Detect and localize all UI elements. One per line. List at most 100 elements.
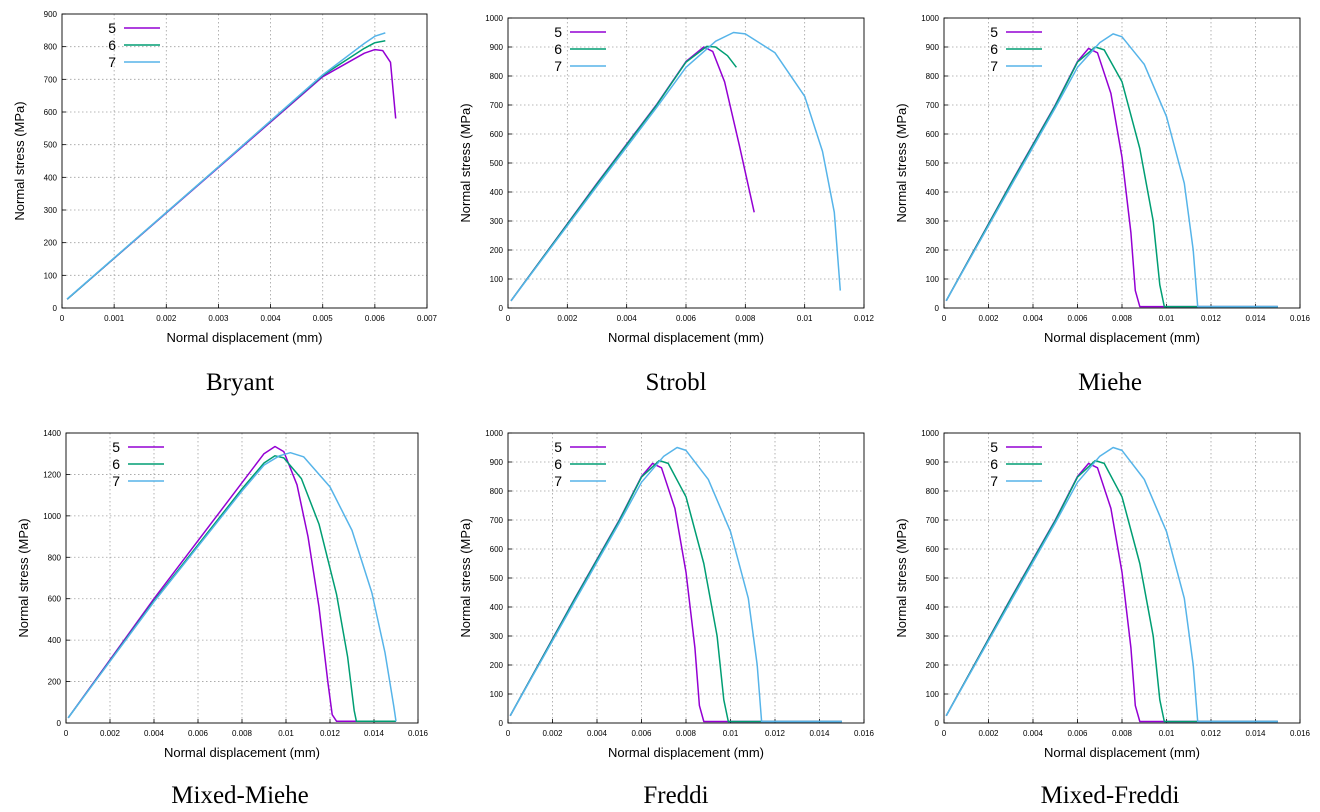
panel-caption: Mixed-Miehe [171, 782, 308, 809]
y-tick-label: 300 [926, 217, 940, 226]
x-tick-label: 0.008 [1112, 729, 1133, 738]
y-tick-label: 900 [926, 458, 940, 467]
y-tick-label: 0 [499, 304, 504, 313]
series-line-7 [945, 446, 1278, 723]
x-tick-label: 0.016 [854, 729, 875, 738]
plot-frame [61, 13, 428, 309]
x-tick-label: 0.01 [1159, 314, 1175, 323]
legend-label-7: 7 [990, 58, 998, 74]
y-tick-label: 600 [48, 595, 62, 604]
x-tick-label: 0.008 [1112, 314, 1133, 323]
x-tick-label: 0 [942, 314, 947, 323]
y-tick-label: 1000 [485, 14, 503, 23]
y-tick-label: 200 [926, 661, 940, 670]
x-tick-label: 0.012 [320, 729, 341, 738]
x-tick-label: 0 [942, 729, 947, 738]
y-tick-label: 700 [926, 101, 940, 110]
x-axis-label: Normal displacement (mm) [608, 330, 764, 345]
series-line-5 [509, 462, 842, 723]
legend-label-5: 5 [990, 439, 998, 455]
x-tick-label: 0.003 [208, 314, 229, 323]
y-tick-label: 400 [48, 636, 62, 645]
plot-frame [507, 432, 865, 724]
x-tick-label: 0.007 [417, 314, 438, 323]
x-tick-label: 0.016 [1290, 729, 1311, 738]
y-tick-label: 1400 [43, 429, 61, 438]
y-axis-label: Normal stress (MPa) [458, 518, 473, 637]
y-tick-label: 400 [44, 173, 58, 182]
series-line-5 [510, 46, 755, 302]
y-tick-label: 600 [926, 130, 940, 139]
x-tick-label: 0.01 [278, 729, 294, 738]
x-tick-label: 0 [506, 729, 511, 738]
legend-label-7: 7 [108, 54, 116, 70]
y-tick-label: 800 [490, 72, 504, 81]
legend-label-5: 5 [554, 24, 562, 40]
x-tick-label: 0.006 [188, 729, 209, 738]
y-tick-label: 900 [490, 458, 504, 467]
y-tick-label: 700 [490, 516, 504, 525]
x-tick-label: 0.01 [723, 729, 739, 738]
x-tick-label: 0.014 [809, 729, 830, 738]
y-tick-label: 400 [926, 188, 940, 197]
series-line-7 [945, 33, 1278, 308]
y-tick-label: 900 [926, 43, 940, 52]
legend-label-5: 5 [112, 439, 120, 455]
y-tick-label: 900 [44, 10, 58, 19]
x-tick-label: 0.002 [557, 314, 578, 323]
chart-panel-mixed-miehe: 0 0.002 0.004 0.006 0.008 0.01 0.012 0.014 0.016… [16, 429, 429, 809]
y-tick-label: 600 [926, 545, 940, 554]
series-line-5 [67, 445, 396, 723]
series-line-5 [945, 47, 1278, 308]
x-tick-label: 0 [64, 729, 69, 738]
chart-panel-freddi: 0 0.002 0.004 0.006 0.008 0.01 0.012 0.014 0.016… [458, 429, 875, 809]
y-tick-label: 0 [499, 719, 504, 728]
y-tick-label: 400 [490, 603, 504, 612]
x-tick-label: 0 [506, 314, 511, 323]
legend-label-6: 6 [112, 456, 120, 472]
x-tick-label: 0.006 [676, 314, 697, 323]
y-tick-label: 1000 [921, 14, 939, 23]
y-tick-label: 200 [490, 246, 504, 255]
series-line-5 [66, 48, 397, 300]
y-tick-label: 0 [935, 304, 940, 313]
x-axis-label: Normal displacement (mm) [1044, 330, 1200, 345]
y-axis-label: Normal stress (MPa) [458, 103, 473, 222]
y-tick-label: 100 [490, 690, 504, 699]
series-line-7 [66, 32, 386, 300]
plot-frame [943, 432, 1301, 724]
plot-frame [507, 17, 865, 309]
y-tick-label: 500 [490, 574, 504, 583]
y-tick-label: 200 [490, 661, 504, 670]
legend-label-6: 6 [554, 41, 562, 57]
legend-label-7: 7 [554, 473, 562, 489]
x-axis-label: Normal displacement (mm) [1044, 745, 1200, 760]
series-line-6 [509, 459, 842, 723]
y-tick-label: 300 [44, 206, 58, 215]
y-tick-label: 0 [57, 719, 62, 728]
y-tick-label: 700 [926, 516, 940, 525]
y-axis-label: Normal stress (MPa) [12, 101, 27, 220]
x-tick-label: 0.016 [1290, 314, 1311, 323]
y-axis-label: Normal stress (MPa) [16, 518, 31, 637]
panel-caption: Freddi [643, 782, 708, 809]
x-tick-label: 0.002 [978, 729, 999, 738]
y-tick-label: 600 [490, 545, 504, 554]
x-tick-label: 0.006 [631, 729, 652, 738]
legend-label-6: 6 [990, 456, 998, 472]
chart-panel-mixed-freddi: 0 0.002 0.004 0.006 0.008 0.01 0.012 0.014 0.016… [894, 429, 1311, 809]
x-tick-label: 0.01 [1159, 729, 1175, 738]
y-tick-label: 800 [926, 487, 940, 496]
x-tick-label: 0 [60, 314, 65, 323]
legend-label-6: 6 [990, 41, 998, 57]
x-tick-label: 0.014 [1245, 729, 1266, 738]
x-axis-label: Normal displacement (mm) [166, 330, 322, 345]
panel-caption: Mixed-Freddi [1041, 782, 1180, 809]
y-tick-label: 700 [44, 75, 58, 84]
y-tick-label: 900 [490, 43, 504, 52]
y-tick-label: 1000 [43, 512, 61, 521]
legend-label-5: 5 [554, 439, 562, 455]
x-tick-label: 0.016 [408, 729, 429, 738]
legend-label-7: 7 [112, 473, 120, 489]
y-tick-label: 600 [490, 130, 504, 139]
